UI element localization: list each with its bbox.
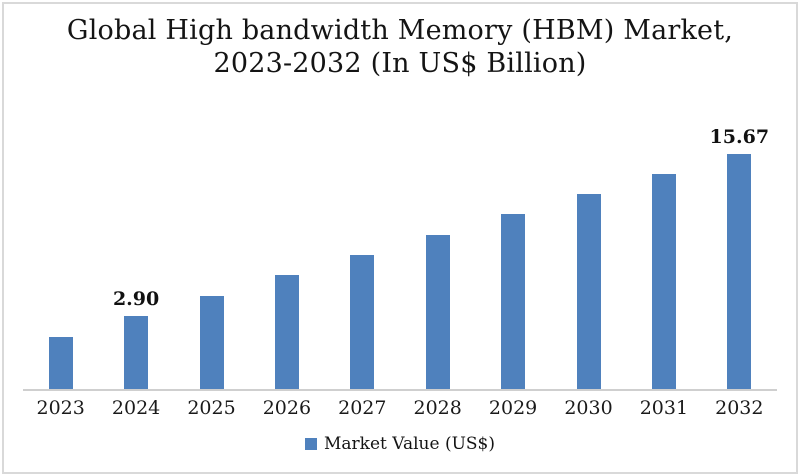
x-axis-label-2026: 2026: [262, 397, 312, 419]
x-axis-label-2031: 2031: [639, 397, 689, 419]
x-axis-label-2028: 2028: [413, 397, 462, 419]
x-axis-label-2024: 2024: [111, 397, 161, 419]
x-axis-line: [23, 389, 777, 391]
chart-title: Global High bandwidth Memory (HBM) Marke…: [0, 14, 800, 80]
x-axis-label-2032: 2032: [715, 397, 764, 419]
bar-2028: [425, 235, 450, 389]
plot-area: 2.90 15.67: [23, 90, 777, 391]
x-axis-label-2027: 2027: [338, 397, 387, 419]
x-axis-label-2030: 2030: [564, 397, 613, 419]
x-axis-label-2029: 2029: [488, 397, 538, 419]
bar-2029: [501, 214, 526, 389]
bar-2031: [651, 174, 676, 389]
legend: Market Value (US$): [0, 434, 800, 454]
bar-2030: [576, 194, 601, 389]
bar-2024: [124, 316, 149, 389]
chart-title-line-2: 2023-2032 (In US$ Billion): [213, 48, 587, 79]
legend-label: Market Value (US$): [323, 434, 496, 454]
legend-marker-icon: [304, 438, 317, 450]
bar-2026: [274, 275, 299, 389]
bar-2027: [350, 255, 375, 389]
bar-2025: [199, 296, 224, 389]
x-axis-label-2023: 2023: [36, 397, 85, 419]
bar-2032: [727, 154, 752, 389]
x-axis-labels: 2023 2024 2025 2026 2027 2028 2029 2030 2031 2032: [23, 389, 777, 423]
x-axis-label-2025: 2025: [187, 397, 236, 419]
bar-2023: [48, 337, 73, 389]
chart-region: 2.90 15.67 2023 2024 2025 2026 2027 2028 2029 20…: [23, 90, 777, 423]
data-label-2032: 15.67: [709, 126, 770, 148]
data-label-2024: 2.90: [112, 288, 160, 310]
chart-title-line-1: Global High bandwidth Memory (HBM) Marke…: [66, 15, 734, 46]
